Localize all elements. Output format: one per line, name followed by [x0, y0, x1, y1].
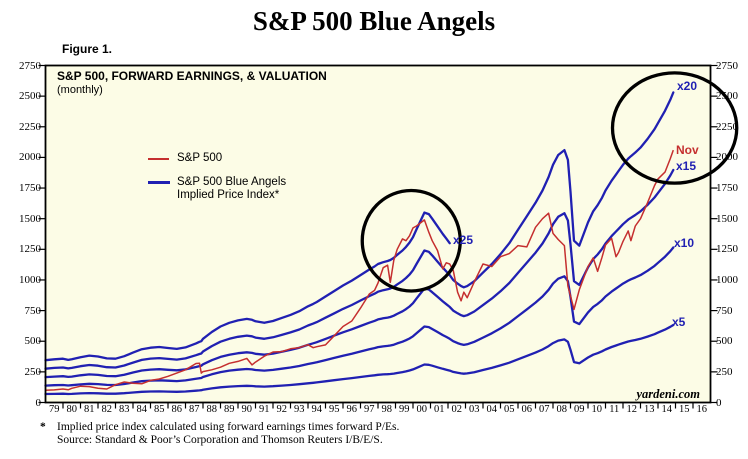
x-tick-label: 00 — [416, 404, 428, 415]
y-tick-label: 500 — [716, 335, 733, 348]
y-tick-label: 750 — [24, 304, 42, 317]
legend-swatch-blue-angels-line — [148, 181, 170, 184]
footnote-marker: * — [40, 421, 46, 433]
blue-angels-line-x20 — [44, 91, 675, 370]
x-tick-label: 83 — [119, 404, 130, 415]
x-tick-label: 09 — [574, 404, 585, 415]
x-tick-label: 80 — [66, 404, 78, 415]
x-tick-label: 13 — [644, 404, 655, 415]
y-tick-label: 2750 — [19, 59, 41, 72]
x-tick-label: 99 — [399, 404, 410, 415]
x-tick-label: 92 — [276, 404, 288, 415]
x-tick-label: 90 — [241, 404, 253, 415]
legend-label-blue-angels-line2: Implied Price Index* — [177, 188, 280, 201]
x-tick-label: 02 — [451, 404, 463, 415]
y-tick-label: 2000 — [19, 151, 41, 164]
line-label-x15: x15 — [676, 159, 697, 173]
line-label-x20: x20 — [677, 79, 698, 93]
x-tick-label: 11 — [609, 404, 620, 415]
line-label-x25: x25 — [453, 233, 474, 247]
x-tick-label: 84 — [136, 404, 148, 415]
plot-frame — [44, 64, 712, 404]
y-tick-label: 1250 — [716, 243, 738, 256]
x-tick-label: 04 — [486, 404, 498, 415]
y-tick-label: 250 — [24, 365, 42, 378]
y-tick-label: 0 — [35, 396, 42, 409]
y-tick-label: 2000 — [716, 151, 738, 164]
line-label-nov: Nov — [676, 143, 699, 157]
x-tick-label: 79 — [49, 404, 60, 415]
x-tick-label: 12 — [626, 404, 638, 415]
legend-label-blue-angels-line1: S&P 500 Blue Angels — [177, 176, 287, 188]
y-tick-label: 1000 — [716, 273, 738, 286]
sp500-line — [45, 149, 675, 391]
y-tick-label: 2750 — [716, 59, 738, 72]
y-tick-label: 750 — [716, 304, 733, 317]
x-tick-label: 96 — [346, 404, 358, 415]
legend-swatch-sp500-red-line — [148, 158, 169, 160]
plot-header-title: S&P 500, FORWARD EARNINGS, & VALUATION — [57, 69, 327, 83]
x-tick-label: 07 — [539, 404, 550, 415]
plot-header-subtitle: (monthly) — [57, 84, 103, 96]
footnote-line1: Implied price index calculated using for… — [57, 421, 400, 433]
x-tick-label: 08 — [556, 404, 568, 415]
x-tick-label: 98 — [381, 404, 393, 415]
blue-angels-line-x5 — [44, 323, 675, 396]
y-tick-label: 1500 — [19, 212, 41, 225]
y-tick-label: 500 — [24, 335, 42, 348]
x-tick-label: 93 — [294, 404, 305, 415]
y-tick-label: 1750 — [716, 182, 738, 195]
x-tick-label: 10 — [591, 404, 603, 415]
x-tick-label: 01 — [434, 404, 445, 415]
x-tick-label: 95 — [329, 404, 340, 415]
footnote-line2: Source: Standard & Poor’s Corporation an… — [57, 434, 383, 446]
x-tick-label: 88 — [206, 404, 218, 415]
line-label-x10: x10 — [674, 236, 695, 250]
x-tick-label: 82 — [101, 404, 113, 415]
y-tick-label: 2500 — [716, 90, 738, 103]
y-tick-label: 1250 — [19, 243, 41, 256]
blue-angels-line-x10 — [44, 246, 675, 387]
x-tick-label: 05 — [504, 404, 515, 415]
plot-background — [45, 65, 711, 403]
x-tick-label: 15 — [679, 404, 690, 415]
x-tick-label: 06 — [521, 404, 533, 415]
blue-angels-line-x25 — [44, 211, 451, 362]
x-tick-label: 87 — [189, 404, 200, 415]
y-tick-label: 1500 — [716, 212, 738, 225]
y-tick-label: 2250 — [716, 120, 738, 133]
x-tick-label: 89 — [224, 404, 235, 415]
legend-label-blue-angels: S&P 500 Blue Angels Implied Price Index* — [177, 176, 286, 201]
y-tick-label: 250 — [716, 365, 733, 378]
y-tick-label: 1000 — [19, 273, 41, 286]
x-tick-label: 94 — [311, 404, 323, 415]
y-tick-label: 2250 — [19, 120, 41, 133]
x-tick-label: 03 — [469, 404, 480, 415]
y-tick-label: 0 — [716, 396, 722, 409]
y-tick-label: 1750 — [19, 182, 41, 195]
x-tick-label: 85 — [154, 404, 165, 415]
line-label-x5: x5 — [672, 315, 686, 329]
x-tick-label: 81 — [84, 404, 95, 415]
annotation-circle-1 — [360, 188, 462, 293]
figure-label: Figure 1. — [62, 42, 113, 56]
watermark: yardeni.com — [636, 387, 700, 401]
x-tick-label: 16 — [696, 404, 708, 415]
x-tick-label: 14 — [661, 404, 673, 415]
legend-label-sp500: S&P 500 — [177, 152, 223, 164]
blue-angels-line-x15 — [44, 168, 675, 379]
x-tick-label: 97 — [364, 404, 375, 415]
x-tick-label: 91 — [259, 404, 270, 415]
y-tick-label: 2500 — [19, 90, 41, 103]
x-tick-label: 86 — [171, 404, 183, 415]
page-title: S&P 500 Blue Angels — [252, 6, 496, 36]
